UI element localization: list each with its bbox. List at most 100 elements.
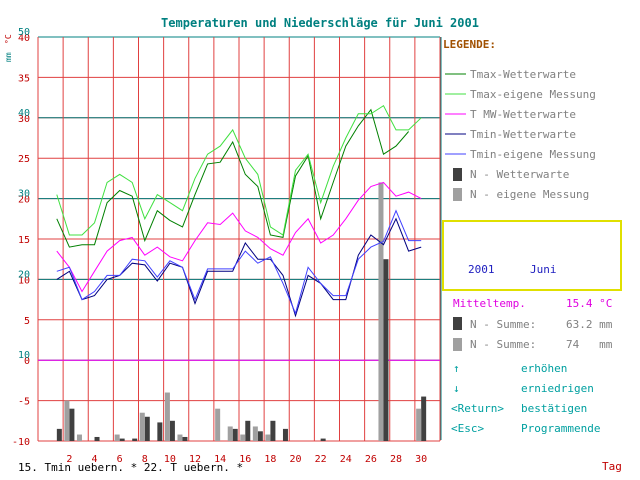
n-summe-value-2: 74 mm bbox=[566, 338, 613, 351]
precip-bar bbox=[416, 408, 422, 441]
up-arrow-icon: ↑ bbox=[453, 362, 460, 375]
legend: LEGENDE: Tmax-Wetterwarte Tmax-eigene Mes… bbox=[440, 37, 596, 440]
unit-mm-label: mm bbox=[4, 52, 13, 62]
precip-bar bbox=[215, 408, 221, 441]
series-line bbox=[56, 181, 422, 293]
temp-tick-label: 10 bbox=[18, 275, 30, 286]
date-year: 2001 bbox=[468, 263, 495, 276]
precip-bar bbox=[240, 434, 246, 441]
precip-bar bbox=[177, 434, 183, 441]
control-confirm-label: bestätigen bbox=[521, 402, 587, 415]
n-summe-value-1: 63.2 mm bbox=[566, 318, 613, 331]
precip-bar bbox=[76, 434, 82, 441]
temp-tick-label: 5 bbox=[24, 316, 30, 327]
x-tick-label: 12 bbox=[189, 454, 201, 465]
temperature-lines bbox=[56, 104, 422, 318]
x-tick-label: 28 bbox=[390, 454, 402, 465]
temp-tick-label: 40 bbox=[18, 33, 30, 44]
precip-bar bbox=[119, 438, 125, 441]
legend-label: Tmax-eigene Messung bbox=[470, 88, 596, 101]
precip-bar bbox=[265, 434, 271, 441]
x-axis-label: Tag bbox=[602, 460, 622, 473]
precip-bar bbox=[94, 436, 100, 441]
control-increase[interactable]: ↑ erhöhen bbox=[453, 362, 567, 375]
precip-bar bbox=[227, 426, 233, 441]
series-line bbox=[56, 209, 422, 315]
control-decrease[interactable]: ↓ erniedrigen bbox=[453, 382, 594, 395]
control-confirm[interactable]: <Return> bestätigen bbox=[451, 402, 587, 415]
temp-tick-label: 15 bbox=[18, 235, 30, 246]
series-line bbox=[56, 217, 422, 318]
precip-bar bbox=[114, 434, 120, 441]
controls: ↑ erhöhen ↓ erniedrigen <Return> bestäti… bbox=[451, 362, 600, 435]
precip-tick-label: 50 bbox=[18, 27, 30, 38]
control-exit[interactable]: <Esc> Programmende bbox=[451, 422, 600, 435]
precip-bar bbox=[252, 426, 258, 441]
x-tick-label: 22 bbox=[315, 454, 327, 465]
legend-label: Tmin-eigene Messung bbox=[470, 148, 596, 161]
precip-bar bbox=[64, 400, 70, 441]
control-exit-label: Programmende bbox=[521, 422, 600, 435]
temp-tick-label: -5 bbox=[18, 397, 30, 408]
x-tick-label: 14 bbox=[214, 454, 226, 465]
precip-bar bbox=[69, 408, 75, 441]
precip-tick-label: 30 bbox=[18, 189, 30, 200]
precip-bar bbox=[245, 420, 251, 441]
x-tick-label: 4 bbox=[92, 454, 98, 465]
series-line bbox=[56, 104, 422, 236]
precip-bar bbox=[139, 412, 145, 441]
precipitation-bars bbox=[56, 182, 427, 441]
legend-label: Tmax-Wetterwarte bbox=[470, 68, 576, 81]
n-summe-swatch-1 bbox=[453, 317, 462, 330]
status-line: 15. Tmin uebern. * 22. T uebern. * bbox=[18, 461, 243, 474]
control-decrease-label: erniedrigen bbox=[521, 382, 594, 395]
legend-label: T MW-Wetterwarte bbox=[470, 108, 576, 121]
mitteltemp-label: Mitteltemp. bbox=[453, 297, 526, 310]
precip-bar bbox=[56, 428, 62, 441]
precip-bar bbox=[182, 436, 188, 441]
x-tick-label: 30 bbox=[415, 454, 427, 465]
precip-bar bbox=[421, 396, 427, 441]
control-increase-label: erhöhen bbox=[521, 362, 567, 375]
precip-bar bbox=[383, 259, 389, 441]
legend-label: N - eigene Messung bbox=[470, 188, 589, 201]
n-summe-label-1: N - Summe: bbox=[470, 318, 536, 331]
x-tick-label: 10 bbox=[164, 454, 176, 465]
x-tick-label: 2 bbox=[66, 454, 72, 465]
temp-tick-label: 30 bbox=[18, 114, 30, 125]
date-box bbox=[442, 220, 622, 291]
precip-tick-label: 20 bbox=[18, 269, 30, 280]
x-tick-label: 6 bbox=[117, 454, 123, 465]
temp-tick-label: 0 bbox=[24, 356, 30, 367]
precip-bar bbox=[232, 428, 238, 441]
precip-bar bbox=[157, 422, 163, 441]
legend-label: Tmin-Wetterwarte bbox=[470, 128, 576, 141]
x-tick-label: 16 bbox=[239, 454, 251, 465]
unit-celsius-label: °C bbox=[4, 34, 13, 44]
mitteltemp-value: 15.4 °C bbox=[566, 297, 612, 310]
precip-bar bbox=[132, 438, 138, 441]
grid bbox=[37, 36, 441, 442]
date-month: Juni bbox=[530, 263, 557, 276]
x-tick-label: 26 bbox=[365, 454, 377, 465]
x-tick-label: 18 bbox=[264, 454, 276, 465]
legend-swatch bbox=[453, 188, 462, 201]
series-line bbox=[56, 108, 409, 248]
temp-tick-label: 25 bbox=[18, 154, 30, 165]
legend-swatch bbox=[453, 168, 462, 181]
n-summe-swatch-2 bbox=[453, 338, 462, 351]
precip-bar bbox=[257, 431, 263, 441]
down-arrow-icon: ↓ bbox=[453, 382, 460, 395]
temp-tick-label: -10 bbox=[12, 437, 30, 448]
control-confirm-key: <Return> bbox=[451, 402, 504, 415]
precip-bar bbox=[282, 428, 288, 441]
precip-bar bbox=[270, 420, 276, 441]
precip-tick-label: 40 bbox=[18, 108, 30, 119]
control-exit-key: <Esc> bbox=[451, 422, 484, 435]
temp-tick-label: 20 bbox=[18, 195, 30, 206]
x-tick-label: 8 bbox=[142, 454, 148, 465]
precip-bar bbox=[164, 392, 170, 441]
precip-tick-label: 10 bbox=[18, 350, 30, 361]
